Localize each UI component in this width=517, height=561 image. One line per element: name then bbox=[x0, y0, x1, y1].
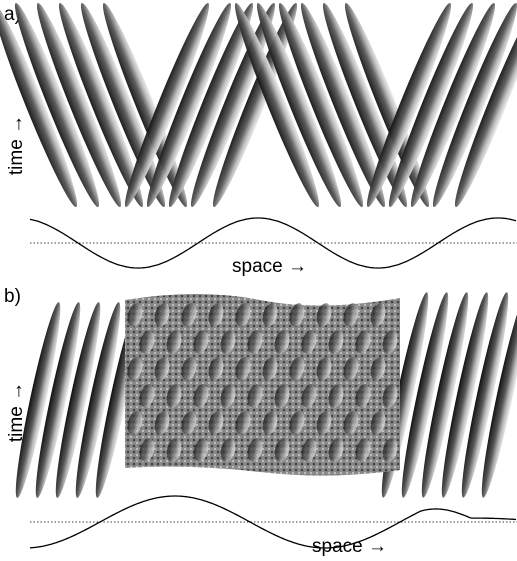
x-axis-label: space → bbox=[232, 256, 307, 277]
surface-plot bbox=[9, 291, 517, 500]
panel-a: a) time → space → bbox=[0, 0, 517, 277]
panel-label: b) bbox=[4, 286, 21, 307]
y-axis-label: time → bbox=[6, 115, 27, 175]
surface-plot bbox=[0, 0, 517, 210]
x-axis-label: space → bbox=[312, 536, 387, 557]
figure: a) time → space → b) time → space → bbox=[0, 0, 517, 561]
panel-b: b) time → space → bbox=[4, 286, 517, 557]
